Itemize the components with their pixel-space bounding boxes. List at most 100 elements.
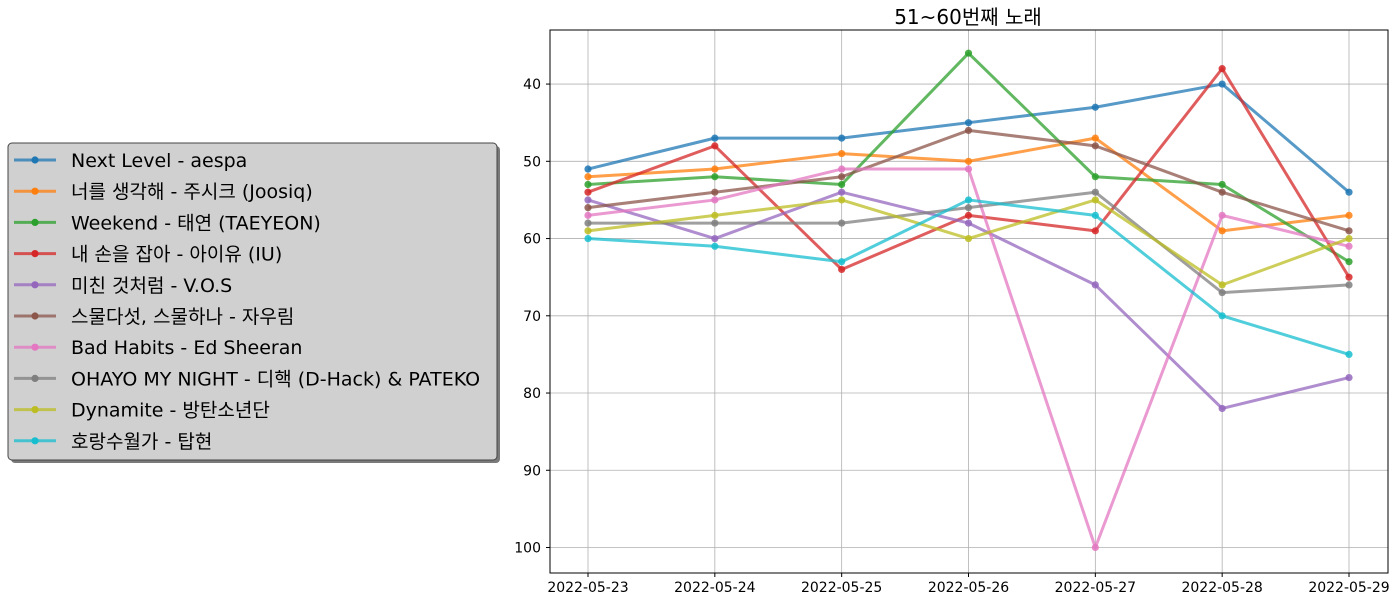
data-point [711,173,719,181]
data-point [838,149,846,158]
data-point [1345,281,1353,289]
data-point [1345,350,1353,359]
data-point [964,204,973,212]
data-point [838,165,846,173]
data-point [711,234,719,243]
legend-marker [31,312,39,320]
data-point [1091,281,1099,289]
legend-item: 너를 생각해 - 주시크 (Joosiq) [14,181,313,203]
data-point [1218,80,1226,88]
data-point [964,234,973,243]
data-point [711,142,719,150]
data-point [584,173,592,181]
legend-item: 스물다섯, 스물하나 - 자우림 [14,306,294,328]
data-point [1091,543,1099,552]
data-point [584,219,592,227]
legend-label: 미친 것처럼 - V.O.S [71,275,232,297]
legend-marker [31,343,39,351]
data-point [838,188,846,196]
y-tick-label: 80 [523,386,541,402]
data-point [1091,211,1099,219]
x-tick-label: 2022-05-24 [674,580,755,596]
data-point [964,211,973,219]
x-tick-label: 2022-05-26 [928,580,1009,596]
data-point [584,204,592,212]
data-point [711,165,719,173]
legend-label: 스물다섯, 스물하나 - 자우림 [71,306,294,328]
x-tick-label: 2022-05-28 [1181,580,1262,596]
data-point [1091,227,1099,235]
data-point [1091,103,1099,111]
data-point [964,157,973,165]
legend-label: Dynamite - 방탄소년단 [71,400,270,422]
data-point [838,219,846,227]
data-point [964,219,973,227]
data-point [1218,180,1226,189]
data-point [584,234,592,243]
series [584,134,1353,235]
series [584,188,1353,297]
series [584,49,1353,266]
y-tick-label: 40 [523,77,541,93]
legend-label: OHAYO MY NIGHT - 디핵 (D-Hack) & PATEKO [71,368,480,390]
y-tick-label: 60 [523,232,541,248]
chart-title: 51~60번째 노래 [894,5,1042,29]
data-point [1345,242,1353,250]
series [584,65,1353,281]
data-point [964,196,973,204]
series [584,188,1353,413]
x-tick-label: 2022-05-29 [1308,580,1389,596]
legend-marker [31,156,39,164]
data-point [1091,173,1099,181]
legend-label: Bad Habits - Ed Sheeran [71,337,302,359]
legend-item: 미친 것처럼 - V.O.S [14,275,232,297]
data-point [711,196,719,204]
data-point [964,126,973,135]
legend-marker [31,250,39,258]
data-point [1218,65,1226,73]
legend-item: Weekend - 태연 (TAEYEON) [14,212,321,234]
series [584,80,1353,196]
series [584,165,1353,552]
legend-label: 호랑수월가 - 탑현 [71,431,212,453]
y-axis-ticks: 40 50 60 70 80 90 100 [514,77,550,557]
data-point [838,180,846,189]
legend-marker [31,281,39,289]
data-point [1218,404,1226,413]
data-point [838,196,846,204]
data-point [584,180,592,189]
data-point [1218,289,1226,297]
x-tick-label: 2022-05-25 [801,580,882,596]
plot-frame [549,29,1389,574]
data-point [711,134,719,142]
legend-box [7,142,498,461]
series [584,196,1353,289]
legend-label: Weekend - 태연 (TAEYEON) [71,212,321,234]
data-point [584,196,592,204]
data-point [1218,211,1226,219]
data-point [711,211,719,219]
legend-marker [31,406,39,414]
data-point [964,49,973,57]
data-point [1345,234,1353,243]
legend-item: Next Level - aespa [14,150,247,172]
data-point [1091,134,1099,142]
legend-label: 내 손을 잡아 - 아이유 (IU) [71,244,282,266]
data-point [584,165,592,173]
series [584,196,1353,359]
data-point [1091,196,1099,204]
data-point [1345,227,1353,235]
legend-item: 내 손을 잡아 - 아이유 (IU) [14,244,282,266]
data-point [1345,188,1353,196]
y-tick-label: 50 [523,154,541,170]
legend-marker [31,437,39,445]
x-tick-label: 2022-05-23 [547,580,628,596]
legend-marker [31,218,39,226]
data-point [1218,227,1226,235]
legend-marker [31,374,39,382]
data-point [1091,188,1099,196]
legend-item: 호랑수월가 - 탑현 [14,431,212,453]
data-point [838,265,846,274]
data-point [964,119,973,127]
legend-item: Dynamite - 방탄소년단 [14,400,270,422]
